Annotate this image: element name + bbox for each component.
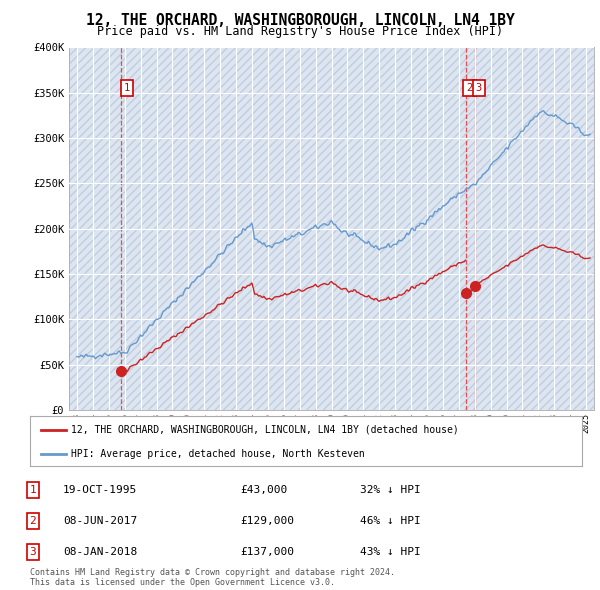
Text: 3: 3 (476, 83, 482, 93)
Text: 19-OCT-1995: 19-OCT-1995 (63, 486, 137, 495)
Text: 32% ↓ HPI: 32% ↓ HPI (360, 486, 421, 495)
Text: 2: 2 (467, 83, 473, 93)
Text: 3: 3 (29, 547, 37, 556)
Text: 12, THE ORCHARD, WASHINGBOROUGH, LINCOLN, LN4 1BY: 12, THE ORCHARD, WASHINGBOROUGH, LINCOLN… (86, 13, 514, 28)
Text: 08-JAN-2018: 08-JAN-2018 (63, 547, 137, 556)
Text: 43% ↓ HPI: 43% ↓ HPI (360, 547, 421, 556)
Text: 08-JUN-2017: 08-JUN-2017 (63, 516, 137, 526)
Text: HPI: Average price, detached house, North Kesteven: HPI: Average price, detached house, Nort… (71, 448, 365, 458)
Text: £43,000: £43,000 (240, 486, 287, 495)
Text: 46% ↓ HPI: 46% ↓ HPI (360, 516, 421, 526)
Text: 2: 2 (29, 516, 37, 526)
Text: 1: 1 (29, 486, 37, 495)
Text: £137,000: £137,000 (240, 547, 294, 556)
Text: Price paid vs. HM Land Registry's House Price Index (HPI): Price paid vs. HM Land Registry's House … (97, 25, 503, 38)
Text: 12, THE ORCHARD, WASHINGBOROUGH, LINCOLN, LN4 1BY (detached house): 12, THE ORCHARD, WASHINGBOROUGH, LINCOLN… (71, 425, 459, 435)
Text: Contains HM Land Registry data © Crown copyright and database right 2024.
This d: Contains HM Land Registry data © Crown c… (30, 568, 395, 587)
Text: 1: 1 (124, 83, 130, 93)
Text: £129,000: £129,000 (240, 516, 294, 526)
